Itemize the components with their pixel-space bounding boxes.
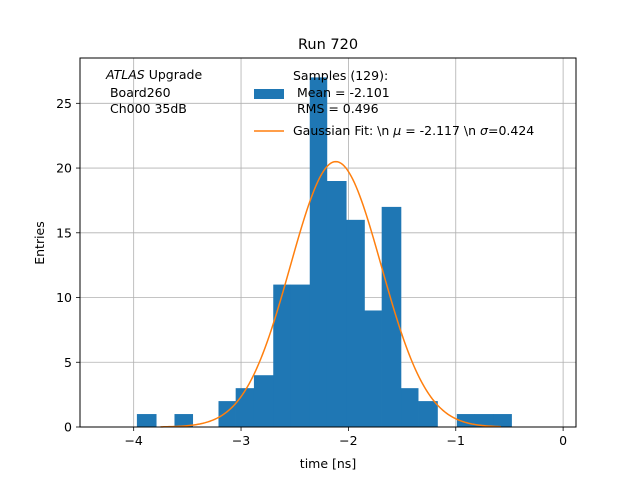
y-tick-label: 10 (56, 290, 72, 305)
legend-fit-label: Gaussian Fit: \n μ = -2.117 \n σ=0.424 (293, 123, 534, 138)
histogram-bar (273, 284, 291, 427)
annotation-line-1: ATLAS Upgrade (105, 67, 202, 82)
legend-fit-mid: = -2.117 \n (401, 123, 480, 138)
histogram-bar (474, 414, 494, 427)
y-tick-label: 0 (64, 420, 72, 435)
annotation-line-3: Ch000 35dB (106, 101, 187, 116)
legend-histogram-swatch (254, 89, 284, 99)
chart-title: Run 720 (298, 37, 358, 53)
axes-frame (79, 57, 577, 428)
annotation-atlas: ATLAS (105, 67, 145, 82)
histogram-bar (290, 284, 311, 427)
histogram-bar (253, 375, 274, 427)
x-tick-label: −1 (447, 433, 465, 448)
x-axis-label: time [ns] (300, 456, 356, 471)
y-tick-label: 25 (56, 96, 72, 111)
legend-fit-sigma: σ (480, 123, 489, 138)
annotation-line-2: Board260 (106, 85, 171, 100)
histogram-bar (346, 219, 365, 427)
histogram-bar (418, 401, 438, 427)
legend-fit-mu: μ (392, 123, 401, 138)
histogram-bar (381, 206, 402, 427)
x-tick-label: 0 (559, 433, 567, 448)
legend-fit-prefix: Gaussian Fit: \n (293, 123, 393, 138)
legend-histogram-line-1: Samples (129): (293, 68, 388, 83)
histogram-bar (309, 77, 328, 427)
x-tick-label: −3 (232, 433, 250, 448)
histogram-bar (235, 388, 255, 427)
histogram-bar (174, 414, 194, 427)
atlas-annotation: ATLAS Upgrade Board260 Ch000 35dB (105, 67, 202, 116)
x-tick-label: −4 (124, 433, 142, 448)
histogram-bar (401, 388, 419, 427)
legend-fit-end: =0.424 (488, 123, 534, 138)
y-axis-label: Entries (32, 221, 47, 265)
y-tick-label: 15 (56, 225, 72, 240)
annotation-upgrade: Upgrade (145, 67, 203, 82)
x-tick-label: −2 (339, 433, 357, 448)
gaussian-fit-curve (160, 160, 501, 428)
histogram-bar (136, 414, 157, 427)
x-axis: −4 −3 −2 −1 0 (124, 427, 567, 448)
legend: Samples (129): Mean = -2.101 RMS = 0.496… (254, 68, 534, 138)
legend-histogram-line-3: RMS = 0.496 (293, 101, 379, 116)
y-tick-label: 5 (64, 355, 72, 370)
y-axis: 0 5 10 15 20 25 (56, 96, 80, 435)
y-tick-label: 20 (56, 161, 72, 176)
histogram-bar (326, 181, 347, 427)
histogram-bar (364, 310, 382, 427)
legend-histogram-line-2: Mean = -2.101 (293, 85, 390, 100)
histogram-bar (493, 414, 512, 427)
